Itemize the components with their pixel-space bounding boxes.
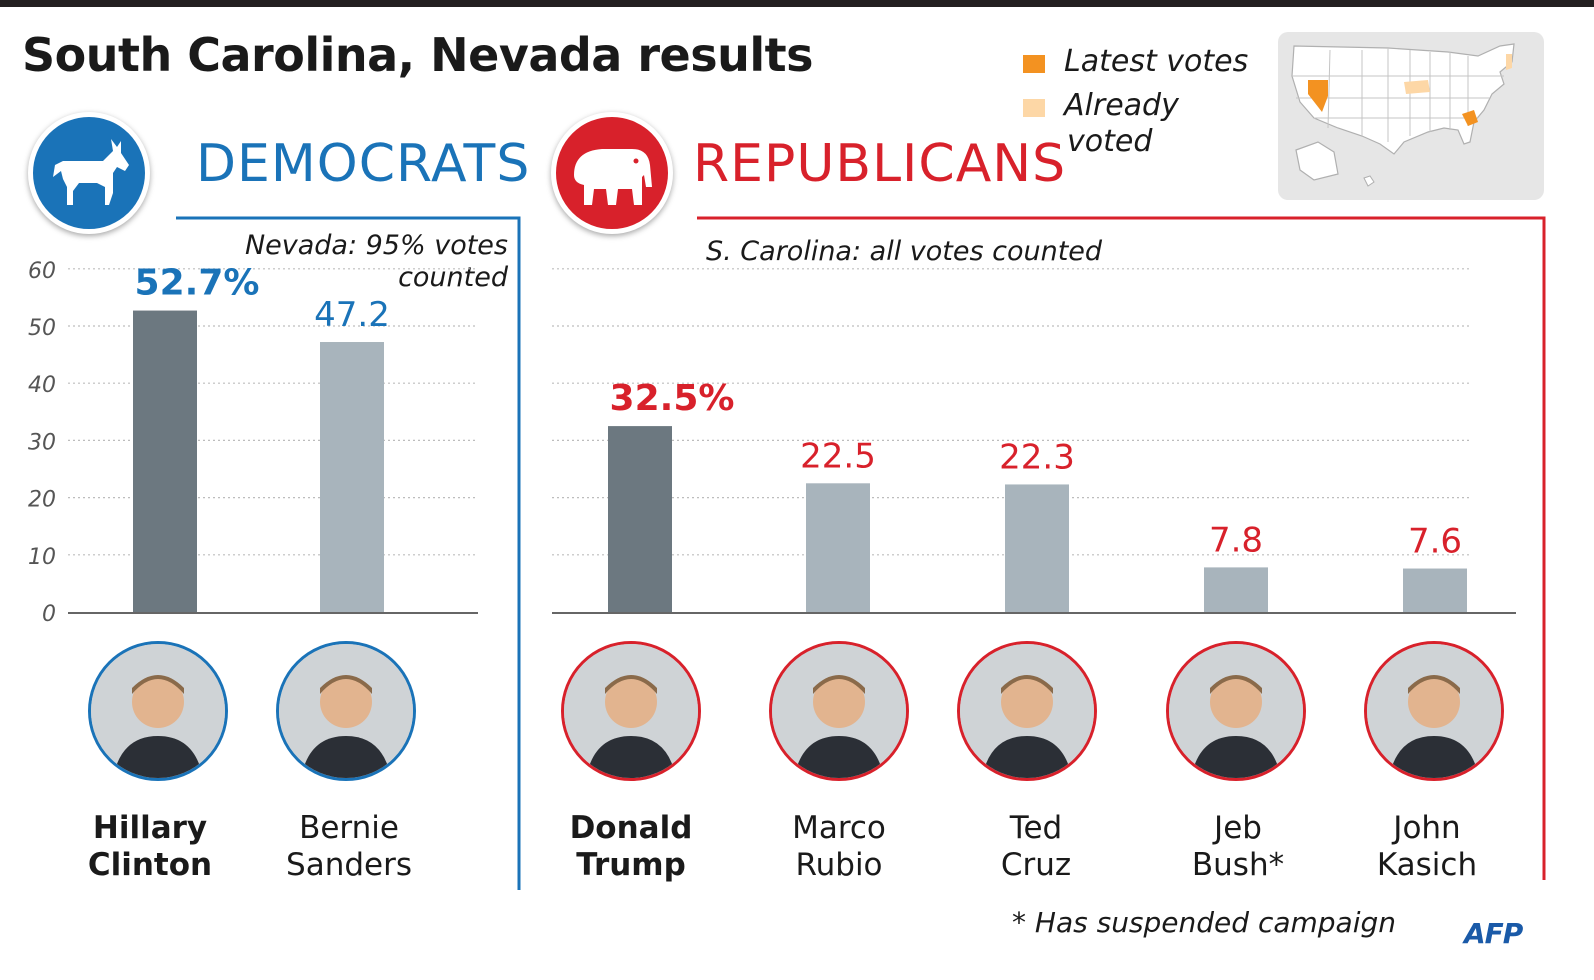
legend-latest-swatch xyxy=(1023,55,1045,73)
us-map-graphic xyxy=(1291,43,1515,187)
candidate-first-name: Marco xyxy=(792,810,886,846)
democrats-heading: DEMOCRATS xyxy=(196,134,531,194)
candidate-first-name: Bernie xyxy=(299,810,399,846)
candidate-photo xyxy=(88,641,228,781)
democrat-donkey-logo xyxy=(28,112,150,234)
candidate-photo xyxy=(769,641,909,781)
candidate-name: Hillary Clinton xyxy=(40,810,260,884)
person-icon xyxy=(91,644,225,778)
person-icon xyxy=(960,644,1094,778)
legend-already-label: Already xyxy=(1064,88,1179,123)
nevada-shape xyxy=(1308,80,1328,112)
candidate-photo xyxy=(1364,641,1504,781)
hawaii-shape xyxy=(1363,175,1375,187)
candidate-first-name: Jeb xyxy=(1214,810,1262,846)
y-tick-label: 20 xyxy=(28,488,56,513)
candidate-first-name: Hillary xyxy=(92,810,208,846)
new-hampshire-shape xyxy=(1506,54,1512,70)
page-title: South Carolina, Nevada results xyxy=(22,28,814,82)
y-tick-label: 60 xyxy=(28,259,56,284)
bar xyxy=(133,310,197,612)
republicans-chart: 32.5% 22.5 22.3 7.8 7.6 xyxy=(552,268,1516,614)
candidate-last-name: Rubio xyxy=(795,847,883,883)
footnote: * Has suspended campaign xyxy=(1012,906,1397,939)
bar xyxy=(320,342,384,612)
candidate-name: Donald Trump xyxy=(521,810,741,884)
democrats-frame xyxy=(176,216,521,890)
bar-value-label: 32.5% xyxy=(610,378,735,419)
candidate-first-name: Donald xyxy=(569,810,693,846)
elephant-icon xyxy=(574,149,652,205)
candidate-photo xyxy=(561,641,701,781)
south-carolina-note: S. Carolina: all votes counted xyxy=(706,236,1103,267)
afp-logo: AFP xyxy=(1464,917,1523,950)
republicans-frame xyxy=(697,216,1546,880)
bar-value-label: 52.7% xyxy=(135,263,260,304)
candidate-first-name: John xyxy=(1393,810,1461,846)
y-tick-label: 30 xyxy=(28,430,56,455)
person-icon xyxy=(279,644,413,778)
candidate-photo xyxy=(957,641,1097,781)
candidate-last-name: Cruz xyxy=(1000,847,1072,883)
bar-value-label: 7.8 xyxy=(1209,520,1263,560)
democrats-chart: 0 10 20 30 40 50 60 52.7% 47.2 xyxy=(28,259,478,627)
iowa-shape xyxy=(1404,80,1430,94)
candidate-photo xyxy=(1166,641,1306,781)
bar-value-label: 7.6 xyxy=(1408,522,1462,562)
bar-value-label: 22.5 xyxy=(800,436,876,476)
candidate-name: Bernie Sanders xyxy=(239,810,459,884)
bar-value-label: 47.2 xyxy=(314,295,390,335)
bar xyxy=(608,426,672,612)
candidate-last-name: Trump xyxy=(576,847,686,883)
alaska-shape xyxy=(1295,141,1339,181)
us-map xyxy=(1278,32,1544,200)
bar xyxy=(1403,568,1467,612)
candidate-first-name: Ted xyxy=(1009,810,1063,846)
candidate-name: Jeb Bush* xyxy=(1128,810,1348,884)
bar-value-label: 22.3 xyxy=(999,437,1075,477)
person-icon xyxy=(1367,644,1501,778)
candidate-last-name: Clinton xyxy=(87,847,213,883)
legend-already-swatch xyxy=(1023,99,1045,117)
republicans-heading: REPUBLICANS xyxy=(693,134,1067,194)
bar xyxy=(1204,567,1268,612)
y-tick-label: 0 xyxy=(42,602,56,627)
bar xyxy=(806,483,870,612)
person-icon xyxy=(1169,644,1303,778)
republican-elephant-logo xyxy=(551,112,673,234)
legend-already-label-line2: voted xyxy=(1067,124,1153,159)
candidate-name: Ted Cruz xyxy=(926,810,1146,884)
y-tick-label: 50 xyxy=(28,316,56,341)
nevada-note: Nevada: 95% votes xyxy=(244,230,508,261)
donkey-icon xyxy=(53,139,129,205)
candidate-last-name: Sanders xyxy=(286,847,412,883)
legend-latest-label: Latest votes xyxy=(1064,44,1249,79)
person-icon xyxy=(772,644,906,778)
candidate-photo xyxy=(276,641,416,781)
person-icon xyxy=(564,644,698,778)
nevada-note-line2: counted xyxy=(398,262,508,293)
south-carolina-shape xyxy=(1462,110,1478,126)
y-tick-label: 40 xyxy=(28,373,56,398)
candidate-name: Marco Rubio xyxy=(729,810,949,884)
candidate-last-name: Bush* xyxy=(1191,847,1285,883)
candidate-name: John Kasich xyxy=(1317,810,1537,884)
top-bar xyxy=(0,0,1594,7)
candidate-last-name: Kasich xyxy=(1376,847,1478,883)
y-tick-label: 10 xyxy=(28,545,56,570)
bar xyxy=(1005,484,1069,612)
